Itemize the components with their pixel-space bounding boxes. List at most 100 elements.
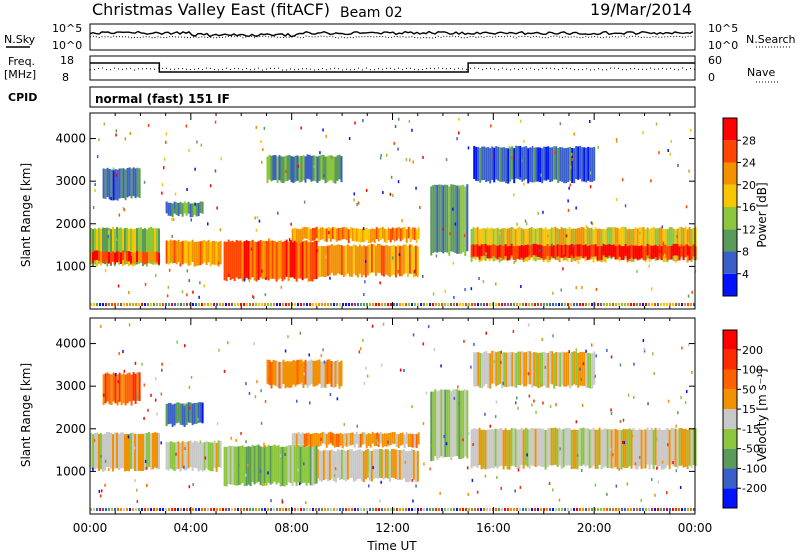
echo-cell — [307, 432, 310, 445]
colorbar-tick-label: 4 — [742, 268, 749, 281]
band-cell — [165, 508, 167, 511]
echo-cell — [323, 228, 326, 242]
echo-cell — [158, 433, 160, 470]
echo-cell — [287, 241, 290, 281]
band-cell — [126, 508, 128, 511]
echo-cell — [571, 148, 574, 183]
echo-cell — [452, 389, 455, 457]
band-cell — [693, 303, 695, 306]
speckle — [412, 333, 415, 337]
echo-cell — [557, 352, 560, 387]
speckle — [209, 184, 212, 188]
speckle — [391, 256, 394, 260]
band-cell — [663, 303, 665, 306]
band-cell — [345, 508, 347, 511]
speckle — [554, 151, 556, 155]
band-cell — [342, 303, 344, 306]
echo-cell — [482, 227, 485, 260]
echo-cell — [488, 429, 491, 469]
echo-cell — [322, 361, 325, 388]
band-cell — [528, 508, 530, 511]
speckle — [445, 158, 448, 162]
echo-cell — [470, 244, 473, 258]
echo-region — [165, 239, 222, 267]
echo-cell — [120, 432, 122, 469]
speckle — [131, 252, 133, 256]
echo-cell — [132, 229, 134, 267]
echo-cell — [328, 450, 331, 481]
echo-cell — [307, 227, 310, 240]
echo-cell — [531, 352, 534, 388]
echo-cell — [316, 449, 319, 479]
speckle — [93, 438, 96, 442]
echo-cell — [370, 243, 373, 273]
echo-cell — [144, 228, 146, 265]
echo-cell — [144, 433, 146, 470]
speckle — [181, 290, 184, 294]
speckle — [517, 468, 520, 472]
noise-right-tick-high: 10^5 — [708, 22, 738, 35]
band-cell — [468, 508, 470, 511]
speckle — [98, 489, 101, 493]
echo-cell — [386, 245, 389, 276]
speckle — [454, 222, 457, 226]
speckle — [484, 474, 487, 478]
band-cell — [432, 508, 434, 511]
echo-cell — [181, 403, 184, 426]
echo-cell — [247, 241, 250, 280]
echo-cell — [350, 246, 353, 277]
band-cell — [426, 508, 428, 511]
band-cell — [324, 303, 326, 306]
band-cell — [144, 303, 146, 306]
echo-cell — [474, 428, 477, 467]
band-cell — [117, 303, 119, 306]
colorbar-segment — [723, 251, 737, 274]
echo-cell — [292, 156, 295, 184]
echo-cell — [199, 441, 202, 470]
echo-cell — [517, 146, 520, 179]
echo-cell — [411, 434, 414, 448]
echo-region — [266, 154, 343, 184]
speckle — [606, 492, 608, 496]
echo-cell — [148, 227, 150, 264]
speckle — [171, 217, 173, 221]
echo-cell — [417, 227, 420, 240]
echo-cell — [552, 227, 555, 259]
echo-cell — [482, 244, 485, 256]
echo-cell — [154, 251, 156, 263]
echo-cell — [540, 227, 543, 260]
echo-cell — [372, 449, 375, 479]
band-cell — [192, 508, 194, 511]
speckle — [316, 249, 319, 253]
echo-cell — [694, 227, 697, 259]
band-cell — [297, 303, 299, 306]
echo-cell — [614, 428, 617, 468]
echo-cell — [354, 450, 357, 481]
speckle — [134, 479, 136, 483]
echo-cell — [368, 450, 371, 481]
echo-cell — [417, 432, 420, 445]
echo-cell — [173, 240, 176, 263]
echo-cell — [545, 146, 548, 181]
echo-cell — [692, 244, 695, 257]
speckle — [98, 138, 100, 142]
band-cell — [246, 508, 248, 511]
speckle — [261, 269, 263, 273]
speckle — [189, 406, 191, 410]
echo-speckles — [90, 117, 697, 299]
echo-cell — [351, 228, 354, 241]
echo-cell — [402, 244, 405, 275]
echo-cell — [462, 390, 465, 459]
speckle — [329, 276, 331, 280]
band-cell — [339, 508, 341, 511]
speckle — [115, 129, 118, 133]
band-cell — [552, 508, 554, 511]
echo-cell — [530, 427, 533, 466]
speckle — [115, 373, 117, 376]
band-cell — [249, 303, 251, 306]
echo-cell — [509, 352, 512, 387]
speckle — [409, 158, 411, 162]
echo-cell — [90, 432, 92, 469]
band-cell — [384, 508, 386, 511]
